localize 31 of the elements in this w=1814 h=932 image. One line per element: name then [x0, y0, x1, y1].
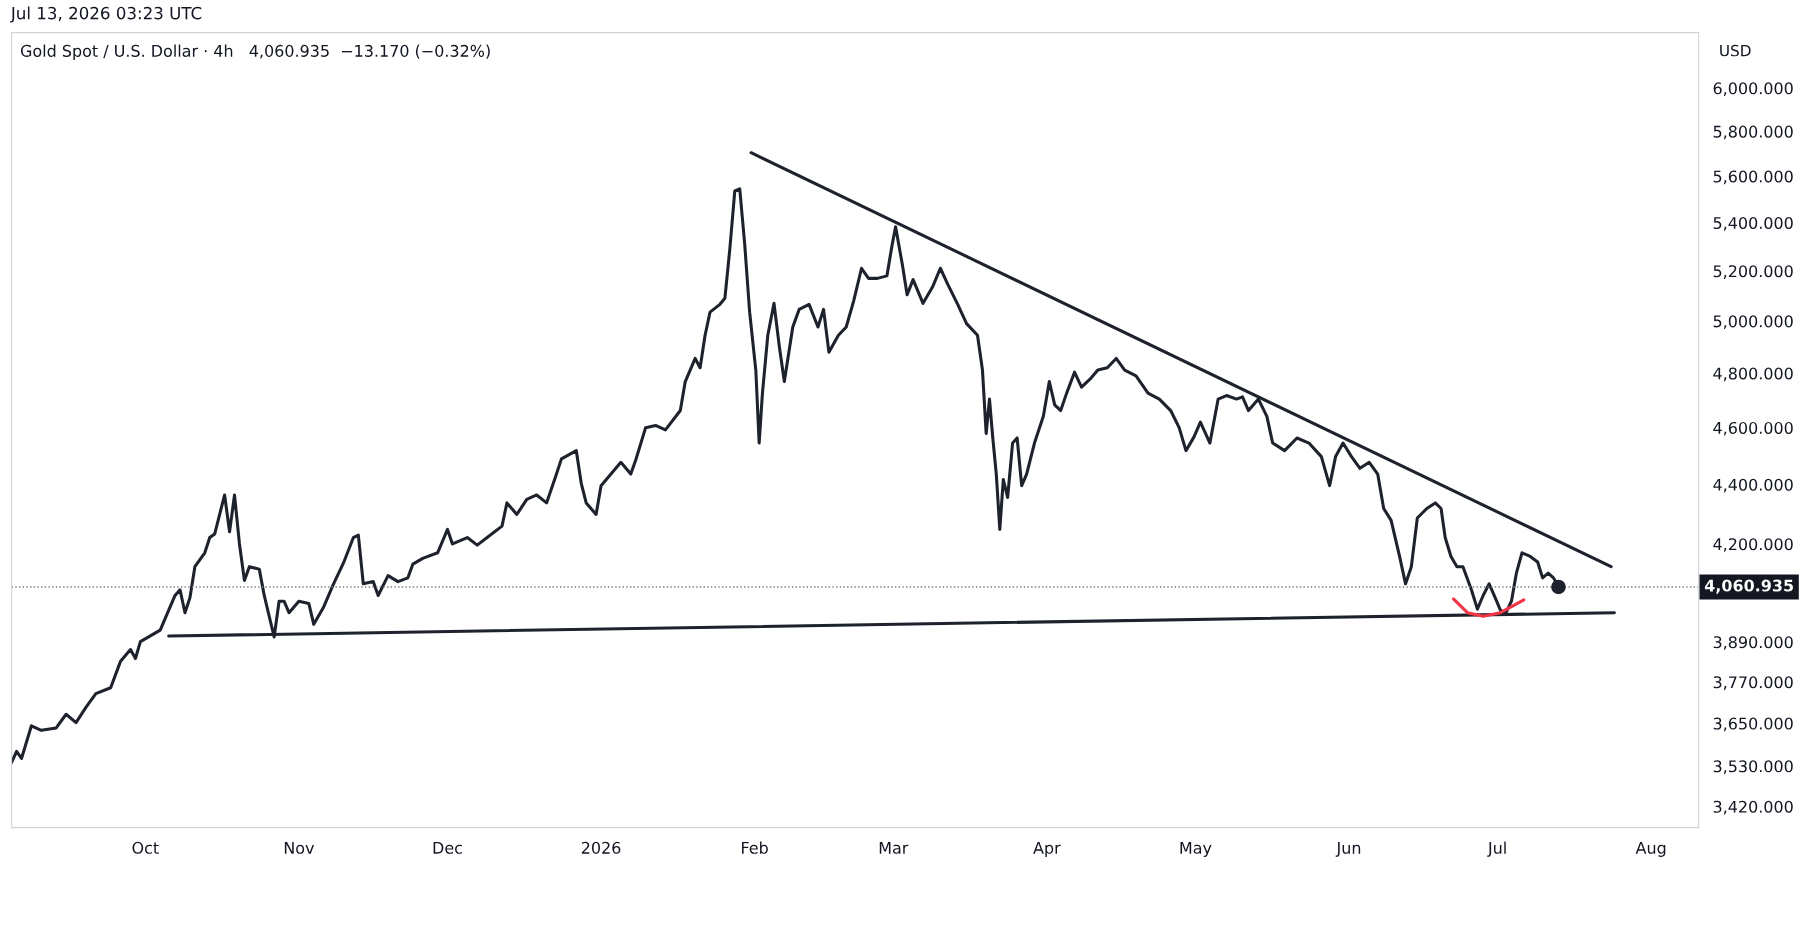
ref-line-label: 4,060.935 [1704, 579, 1793, 594]
x-tick-label: Nov [284, 842, 315, 854]
y-axis-title: USD [1720, 44, 1751, 57]
y-tick-label: 4,200.000 [1713, 538, 1793, 552]
x-tick-label: Oct [132, 841, 159, 854]
x-tick-label: Feb [742, 841, 768, 854]
line-series [1451, 597, 1526, 618]
y-tick-label: 3,420.000 [1713, 800, 1793, 815]
x-tick-label: May [1180, 842, 1212, 857]
y-tick-label: 4,800.000 [1713, 367, 1793, 382]
y-tick-label: 5,000.000 [1713, 315, 1793, 330]
x-tick-label: Mar [879, 842, 909, 854]
y-tick-label: 5,600.000 [1713, 170, 1793, 185]
y-tick-label: 3,650.000 [1713, 717, 1793, 732]
y-tick-label: 5,800.000 [1713, 125, 1793, 140]
chart-title: Gold Spot / U.S. Dollar · 4h 4,060.935 −13.170 (−0.32%) [20, 44, 490, 60]
y-tick-label: 6,000.000 [1713, 82, 1793, 96]
x-tick-label: Apr [1033, 842, 1061, 857]
x-tick-label: 2026 [581, 841, 621, 854]
x-tick-label: Jun [1335, 842, 1361, 857]
text: Jul 13, 2026 03:23 UTC [10, 6, 202, 23]
y-tick-label: 3,770.000 [1713, 676, 1793, 690]
y-tick-label: 4,600.000 [1713, 421, 1793, 436]
y-tick-label: 3,890.000 [1713, 636, 1793, 650]
y-tick-label: 3,530.000 [1713, 760, 1793, 774]
y-tick-label: 5,200.000 [1713, 265, 1793, 279]
y-tick-label: 4,400.000 [1713, 478, 1793, 493]
x-tick-label: Dec [433, 842, 462, 854]
y-tick-label: 5,400.000 [1713, 216, 1793, 231]
x-tick-label: Jul [1487, 841, 1506, 857]
x-tick-label: Aug [1635, 842, 1666, 857]
